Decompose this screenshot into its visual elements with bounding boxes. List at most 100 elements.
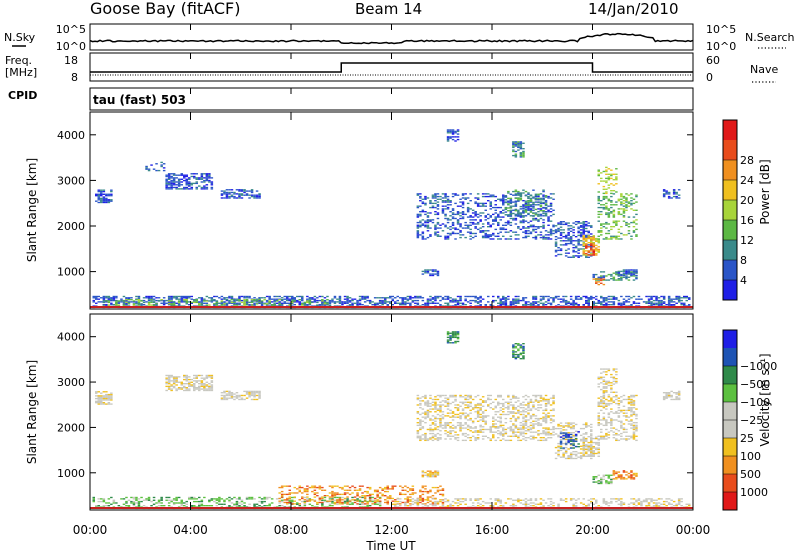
range-cell xyxy=(454,238,457,240)
range-cell xyxy=(630,271,633,273)
range-cell xyxy=(188,496,191,499)
range-cell xyxy=(587,225,591,227)
range-cell xyxy=(429,432,432,435)
range-cell xyxy=(381,297,384,299)
range-cell xyxy=(471,219,475,221)
range-cell xyxy=(547,295,550,298)
range-cell xyxy=(190,298,194,300)
range-cell xyxy=(522,156,525,158)
range-cell xyxy=(446,227,450,229)
range-cell xyxy=(552,298,555,300)
range-cell xyxy=(180,388,184,390)
range-cell xyxy=(632,230,636,232)
range-cell xyxy=(459,503,462,505)
range-cell xyxy=(177,300,181,302)
range-cell xyxy=(198,177,201,179)
range-cell xyxy=(461,304,465,306)
range-cell xyxy=(444,405,447,407)
range-cell xyxy=(152,168,156,170)
range-cell xyxy=(318,485,322,487)
range-cell xyxy=(529,197,533,200)
range-cell xyxy=(431,437,435,439)
range-cell xyxy=(620,238,623,240)
range-cell xyxy=(484,219,488,221)
range-cell xyxy=(544,214,548,216)
range-cell xyxy=(185,374,189,377)
range-cell xyxy=(165,381,168,383)
range-cell xyxy=(622,270,626,273)
range-cell xyxy=(431,270,435,273)
range-cell xyxy=(652,505,656,507)
range-cell xyxy=(471,221,475,224)
range-cell xyxy=(499,227,503,229)
range-cell xyxy=(296,492,299,494)
range-cell xyxy=(507,220,510,222)
range-cell xyxy=(582,227,586,230)
range-cell xyxy=(549,215,553,217)
range-cell xyxy=(605,180,608,182)
range-cell xyxy=(107,295,111,298)
range-cell xyxy=(620,273,623,276)
range-cell xyxy=(431,297,435,299)
range-cell xyxy=(499,500,503,503)
range-cell xyxy=(514,145,518,147)
range-cell xyxy=(429,428,432,431)
range-cell xyxy=(610,183,613,185)
range-cell xyxy=(200,499,204,501)
range-cell xyxy=(416,398,420,401)
range-cell xyxy=(672,500,676,503)
range-cell xyxy=(534,199,538,201)
range-cell xyxy=(185,387,189,389)
range-cell xyxy=(205,300,209,302)
range-cell xyxy=(464,227,467,229)
range-cell xyxy=(167,387,171,389)
range-cell xyxy=(512,347,515,349)
range-cell xyxy=(481,235,485,237)
range-cell xyxy=(615,221,618,224)
range-cell xyxy=(255,300,259,302)
range-cell xyxy=(210,177,214,179)
range-cell xyxy=(476,297,480,299)
range-cell xyxy=(278,304,281,306)
range-cell xyxy=(170,374,173,377)
range-cell xyxy=(177,178,181,180)
range-cell xyxy=(605,197,608,199)
range-cell xyxy=(567,302,570,304)
range-cell xyxy=(650,297,653,299)
range-cell xyxy=(497,302,500,304)
range-cell xyxy=(298,301,302,303)
range-cell xyxy=(434,226,437,228)
range-cell xyxy=(539,217,543,220)
range-cell xyxy=(677,301,681,303)
range-cell xyxy=(449,435,452,437)
range-cell xyxy=(434,474,437,476)
range-cell xyxy=(230,299,234,301)
range-cell xyxy=(487,301,490,303)
range-cell xyxy=(602,188,606,190)
range-cell xyxy=(625,270,628,273)
range-cell xyxy=(203,177,206,179)
range-cell xyxy=(434,295,437,298)
range-cell xyxy=(424,439,427,442)
range-cell xyxy=(358,298,362,300)
range-cell xyxy=(175,388,178,390)
range-cell xyxy=(419,435,422,437)
range-cell xyxy=(612,190,616,192)
range-cell xyxy=(572,231,575,234)
range-cell xyxy=(602,279,606,281)
range-cell xyxy=(446,500,450,503)
range-cell xyxy=(582,229,586,231)
range-cell xyxy=(680,505,683,507)
range-cell xyxy=(286,302,289,304)
colorbar-tick-label: 8 xyxy=(740,254,747,267)
range-cell xyxy=(441,394,445,397)
range-cell xyxy=(125,304,128,306)
range-cell xyxy=(464,299,467,302)
range-cell xyxy=(446,408,450,410)
range-cell xyxy=(198,297,201,299)
range-cell xyxy=(215,505,219,507)
range-cell xyxy=(210,299,214,302)
range-cell xyxy=(436,270,440,273)
range-cell xyxy=(195,182,199,185)
range-cell xyxy=(675,195,678,198)
